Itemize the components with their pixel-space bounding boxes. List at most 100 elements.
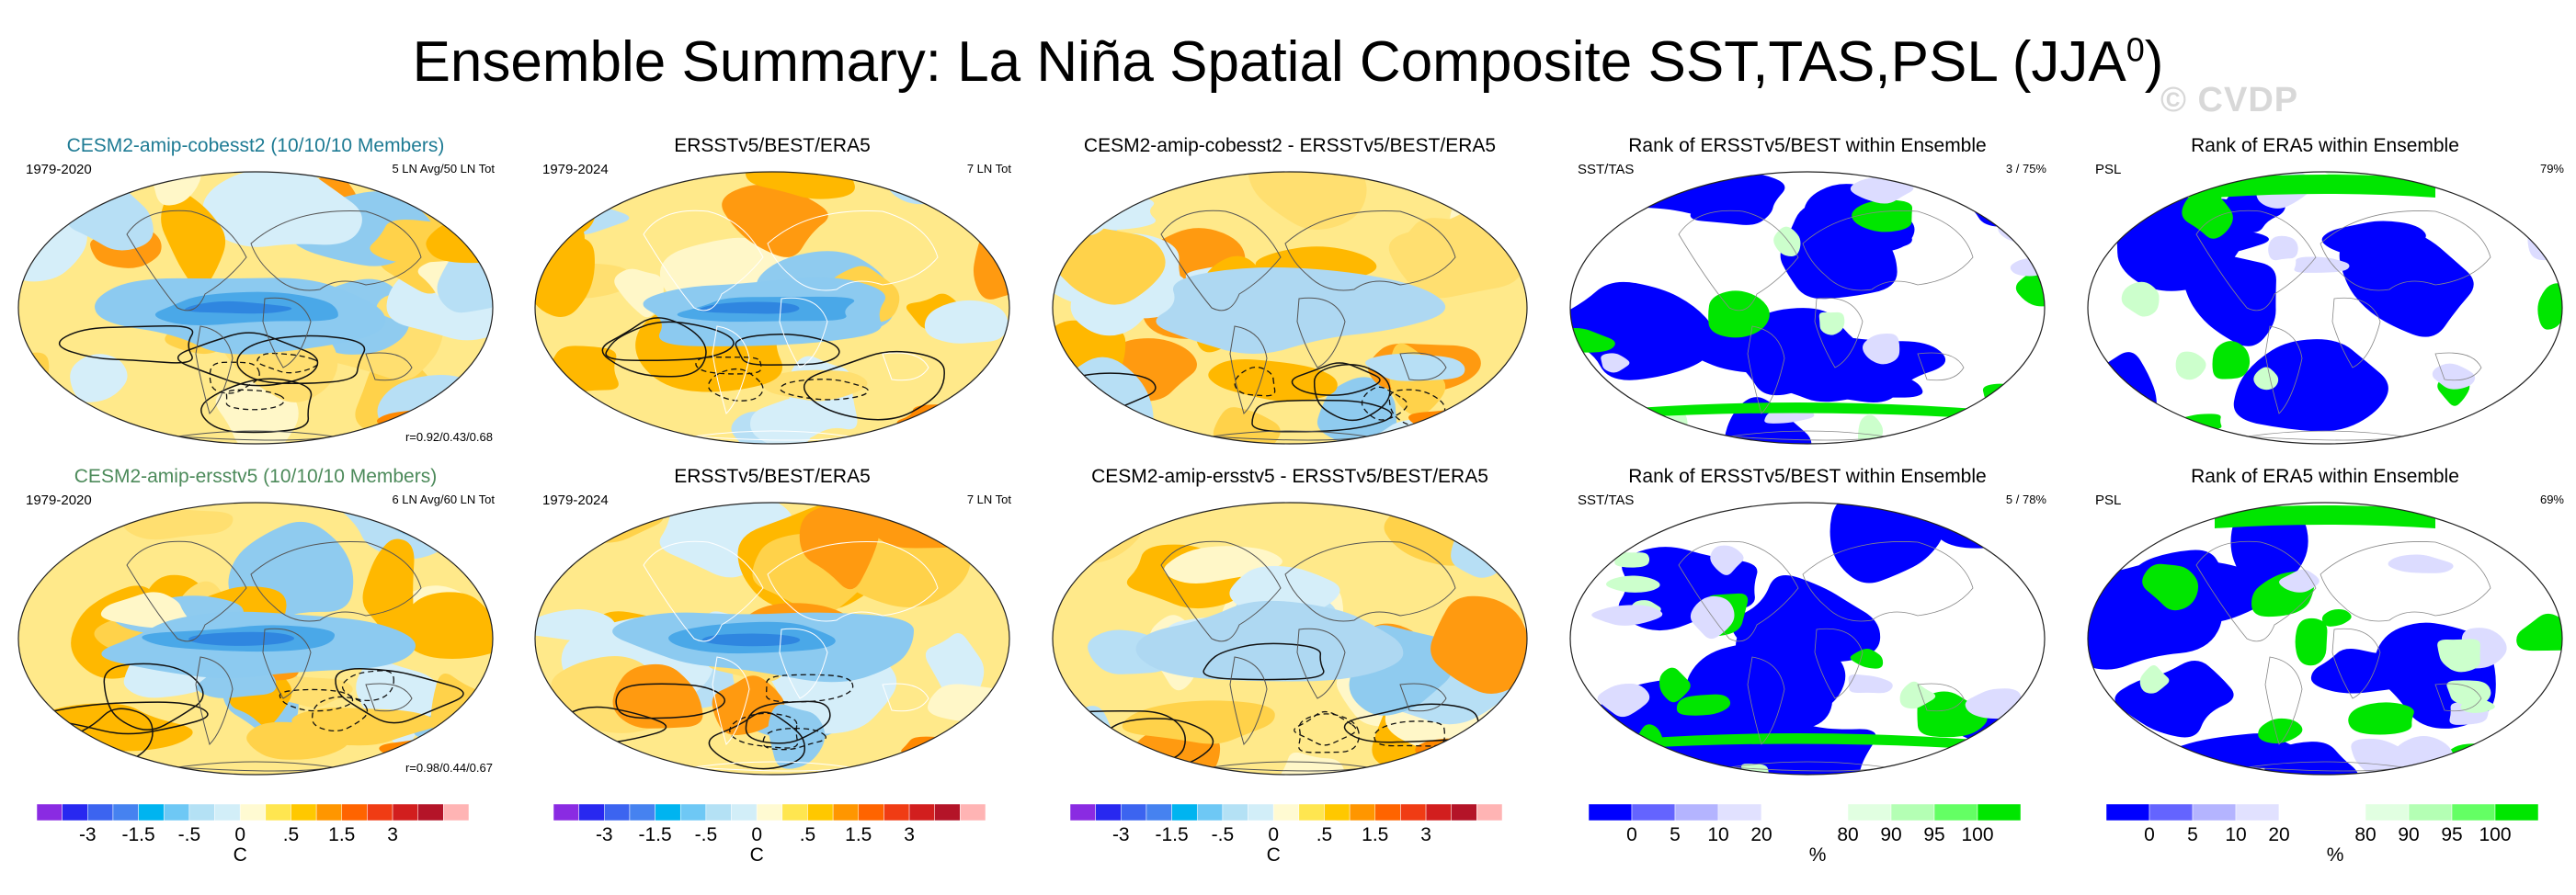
coastline (2320, 210, 2491, 291)
colorbar-tick-label: .5 (282, 824, 300, 845)
coastline (712, 325, 750, 414)
coastline (2264, 656, 2303, 745)
colorbar-tick-label: -1.5 (121, 824, 155, 845)
colorbar-swatch (883, 804, 910, 821)
map-outline (1052, 171, 1528, 445)
anomaly-patch (1248, 172, 1367, 230)
rank-high-region (2514, 200, 2562, 218)
colorbar-tick-label: 0 (751, 824, 763, 845)
rank-mid-low-region (1591, 605, 1663, 626)
figure-title: Ensemble Summary: La Niña Spatial Compos… (412, 30, 2164, 94)
map-container (533, 501, 1011, 776)
coastline (1747, 656, 1785, 745)
coastline (882, 683, 929, 712)
psl-contour-negative (729, 712, 799, 749)
coastline (195, 656, 234, 745)
rank-mid-high-region (2088, 205, 2124, 227)
rank-mid-low-region (1601, 353, 1630, 373)
rank-high-region (2212, 341, 2251, 380)
map-9 (1569, 502, 2046, 776)
rank-mid-low-region (2388, 554, 2454, 573)
colorbar-swatches (1589, 804, 2021, 821)
anomaly-patch (865, 508, 999, 549)
panel-right-subtitle: 3 / 75% (2005, 162, 2046, 176)
panel-left-subtitle: SST/TAS (1578, 493, 1635, 508)
map-outline (1052, 502, 1528, 776)
anomaly-patch (362, 538, 415, 641)
colorbar-swatch (1121, 804, 1147, 821)
map-outline (2087, 171, 2563, 445)
map-panel-6: CESM2-amip-ersstv5 (10/10/10 Members) 197… (7, 466, 504, 833)
colorbar-swatch (960, 804, 986, 821)
colorbar-swatch (553, 804, 579, 821)
anomaly-patch (202, 172, 362, 247)
colorbar-unit: % (1808, 844, 1827, 866)
rank-mid-low-region (2268, 235, 2298, 261)
psl-contour-negative (279, 688, 354, 712)
rank-high-region (1984, 186, 2023, 211)
rank-mid-low-region (1690, 595, 1735, 640)
panel-title: ERSSTv5/BEST/ERA5 (674, 135, 871, 156)
anomaly-patch (161, 189, 226, 290)
rank-mid-low-region (1848, 674, 1893, 694)
psl-contour (200, 378, 313, 434)
map-outline (534, 502, 1010, 776)
rank-low-region (2230, 506, 2308, 590)
rank-low-region (1579, 740, 1658, 775)
rank-mid-high-region (1613, 551, 1650, 568)
colorbar-swatch (679, 804, 707, 821)
psl-contour (735, 333, 840, 366)
coastline (1296, 297, 1346, 368)
colorbar-swatch (1717, 804, 1762, 821)
map-container (1051, 170, 1529, 446)
psl-contour-negative (256, 352, 319, 374)
coastline (195, 325, 234, 414)
panel-right-subtitle: 79% (2539, 162, 2564, 176)
colorbar-swatch (37, 804, 63, 821)
coastline (262, 297, 312, 368)
rank-high-region (1850, 648, 1884, 669)
colorbar-swatch (1804, 804, 1849, 821)
colorbar-tick-label: -.5 (694, 824, 718, 845)
coastline (1814, 628, 1864, 699)
psl-contour (236, 334, 366, 385)
colorbar-swatch (807, 804, 834, 821)
psl-contour-negative (1294, 710, 1357, 746)
colorbar-swatch (1847, 804, 1892, 821)
coastline (126, 210, 247, 312)
coastline (2331, 297, 2381, 368)
colorbar-swatch (629, 804, 655, 821)
colorbar-tick-label: 0 (234, 824, 246, 845)
rank-mid-high-region (1899, 681, 1936, 709)
rank-high-region (1658, 667, 1691, 703)
map-container (17, 501, 495, 776)
colorbar-swatch (1589, 804, 1633, 821)
colorbar-tick-label: -1.5 (638, 824, 672, 845)
rank-mid-low-region (1710, 545, 1744, 575)
colorbar-swatches (1070, 804, 1502, 821)
anomaly-patch (535, 172, 587, 197)
southern-warm-anomaly (1415, 738, 1523, 762)
colorbar-tick-label: 90 (2398, 824, 2420, 845)
coastline (1802, 210, 1974, 291)
map-8 (1052, 502, 1528, 776)
psl-contour (1053, 709, 1186, 765)
psl-contour (177, 332, 319, 387)
rank-high-region (1708, 290, 1770, 338)
panel-right-subtitle: 7 LN Tot (966, 493, 1011, 506)
colorbar-swatch (756, 804, 783, 821)
rank-mid-low-region (1863, 334, 1900, 365)
coastline (1160, 540, 1282, 642)
colorbar-swatch (1070, 804, 1096, 821)
coastline (643, 210, 764, 312)
rank-high-region (2348, 702, 2414, 735)
colorbar-tick-label: 20 (2268, 824, 2290, 845)
colorbar-unit: % (2326, 844, 2344, 866)
colorbar-swatch (1222, 804, 1248, 821)
map-7 (534, 502, 1010, 776)
colorbar-tick-label: 5 (1670, 824, 1681, 845)
colorbar-swatch (1171, 804, 1198, 821)
colorbar-tick-label: 3 (904, 824, 915, 845)
panel-left-subtitle: 1979-2024 (542, 493, 609, 508)
anomaly-patch (70, 354, 128, 402)
